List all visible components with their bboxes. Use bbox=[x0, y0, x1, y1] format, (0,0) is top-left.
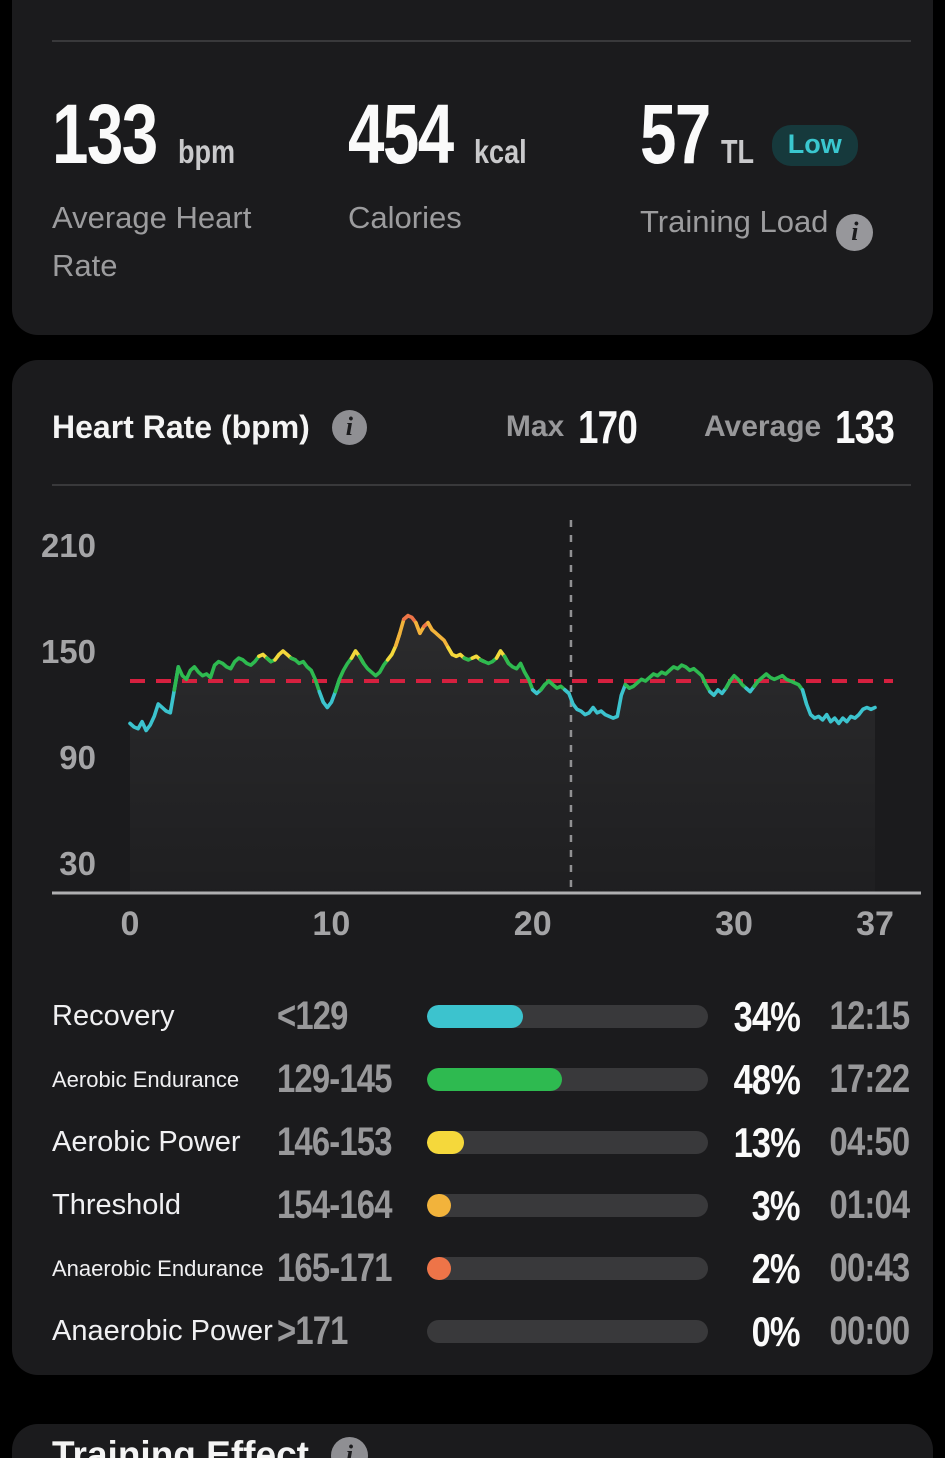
zone-range: 154-164 bbox=[277, 1183, 392, 1227]
zone-range: >171 bbox=[277, 1309, 348, 1353]
svg-text:0: 0 bbox=[121, 905, 140, 943]
zone-bar bbox=[427, 1005, 708, 1028]
zone-bar bbox=[427, 1257, 708, 1280]
zone-time: 17:22 bbox=[829, 1057, 910, 1101]
avg-hr-label: Average Heart Rate bbox=[52, 200, 252, 284]
stat-training-load: 57 TL Low Training Load i bbox=[640, 87, 911, 290]
zone-time: 00:43 bbox=[829, 1246, 910, 1290]
zone-percent: 48% bbox=[733, 1055, 801, 1103]
zone-range: 129-145 bbox=[277, 1057, 392, 1101]
zone-percent: 13% bbox=[733, 1118, 801, 1166]
svg-text:150: 150 bbox=[41, 633, 96, 670]
zone-bar-fill bbox=[427, 1257, 451, 1280]
zone-percent: 2% bbox=[751, 1244, 801, 1292]
zone-label: Aerobic Endurance bbox=[52, 1066, 240, 1092]
svg-text:10: 10 bbox=[312, 905, 350, 943]
svg-text:90: 90 bbox=[59, 739, 96, 776]
zone-label: Anaerobic Endurance bbox=[52, 1255, 264, 1281]
heart-rate-chart[interactable]: 210 150 90 30 0 10 20 30 37 bbox=[12, 505, 933, 955]
zone-bar bbox=[427, 1194, 708, 1217]
heart-rate-title: Heart Rate (bpm) bbox=[52, 408, 310, 445]
zone-bar bbox=[427, 1320, 708, 1343]
zone-range: 165-171 bbox=[277, 1246, 392, 1290]
avg-hr-unit: bpm bbox=[178, 133, 236, 170]
heart-rate-info-icon[interactable]: i bbox=[331, 409, 367, 445]
zone-range: <129 bbox=[277, 994, 348, 1038]
zone-bar-fill bbox=[427, 1131, 464, 1154]
stat-average-heart-rate: 133 bpm Average Heart Rate bbox=[52, 87, 348, 290]
training-load-label: Training Load i bbox=[640, 198, 890, 251]
zone-row-threshold: Threshold 154-164 3% 01:04 bbox=[52, 1174, 910, 1237]
training-effect-info-icon[interactable]: i bbox=[330, 1436, 368, 1458]
summary-card: Activity Time ❯ 133 bpm Average Heart Ra… bbox=[12, 0, 933, 335]
average-label: Average bbox=[703, 410, 822, 443]
zone-bar-fill bbox=[427, 1068, 562, 1091]
max-label: Max bbox=[505, 410, 565, 443]
zone-time: 01:04 bbox=[829, 1183, 910, 1227]
zone-range: 146-153 bbox=[277, 1120, 392, 1164]
zone-percent: 0% bbox=[751, 1307, 801, 1355]
zone-row-recovery: Recovery <129 34% 12:15 bbox=[52, 985, 910, 1048]
training-effect-header: Training Effect i bbox=[52, 1434, 368, 1458]
svg-text:30: 30 bbox=[715, 905, 753, 943]
svg-text:210: 210 bbox=[41, 527, 96, 564]
svg-text:30: 30 bbox=[59, 845, 96, 882]
svg-text:20: 20 bbox=[514, 905, 552, 943]
zone-time: 04:50 bbox=[829, 1120, 910, 1164]
zone-time: 00:00 bbox=[829, 1309, 910, 1353]
heart-rate-stats: Max 170 Average 133 bbox=[506, 400, 909, 454]
training-effect-card: Training Effect i bbox=[12, 1424, 933, 1458]
calories-label: Calories bbox=[348, 200, 462, 235]
zone-row-anaerobic-power: Anaerobic Power >171 0% 00:00 bbox=[52, 1300, 910, 1363]
zone-row-anaerobic-endurance: Anaerobic Endurance 165-171 2% 00:43 bbox=[52, 1237, 910, 1300]
zone-percent: 3% bbox=[751, 1181, 801, 1229]
training-load-low-badge: Low bbox=[771, 125, 858, 166]
training-effect-title: Training Effect bbox=[52, 1434, 309, 1458]
heart-rate-zones-table: Recovery <129 34% 12:15 Aerobic Enduranc… bbox=[52, 985, 910, 1363]
calories-value: 454 bbox=[348, 87, 454, 181]
max-value: 170 bbox=[578, 401, 638, 453]
divider bbox=[52, 484, 911, 486]
training-load-info-icon[interactable]: i bbox=[836, 213, 874, 251]
zone-bar bbox=[427, 1131, 708, 1154]
zone-bar-fill bbox=[427, 1005, 523, 1028]
summary-stats-row: 133 bpm Average Heart Rate 454 kcal Calo… bbox=[52, 87, 911, 290]
zone-time: 12:15 bbox=[829, 994, 910, 1038]
zone-label: Threshold bbox=[52, 1189, 181, 1221]
heart-rate-header: Heart Rate (bpm) i Max 170 Average 133 bbox=[52, 400, 909, 454]
zone-percent: 34% bbox=[733, 992, 801, 1040]
divider bbox=[52, 40, 911, 42]
training-load-value: 57 bbox=[640, 87, 711, 181]
stat-calories: 454 kcal Calories bbox=[348, 87, 640, 290]
zone-label: Aerobic Power bbox=[52, 1126, 241, 1158]
training-load-unit: TL bbox=[721, 133, 755, 170]
average-value: 133 bbox=[835, 401, 895, 453]
zone-row-aerobic-endurance: Aerobic Endurance 129-145 48% 17:22 bbox=[52, 1048, 910, 1111]
zone-bar bbox=[427, 1068, 708, 1091]
zone-label: Anaerobic Power bbox=[52, 1315, 273, 1347]
svg-text:37: 37 bbox=[856, 905, 894, 943]
zone-row-aerobic-power: Aerobic Power 146-153 13% 04:50 bbox=[52, 1111, 910, 1174]
zone-label: Recovery bbox=[52, 1000, 175, 1032]
avg-hr-value: 133 bbox=[52, 87, 158, 181]
calories-unit: kcal bbox=[474, 133, 527, 170]
heart-rate-card: Heart Rate (bpm) i Max 170 Average 133 2… bbox=[12, 360, 933, 1375]
zone-bar-fill bbox=[427, 1194, 451, 1217]
